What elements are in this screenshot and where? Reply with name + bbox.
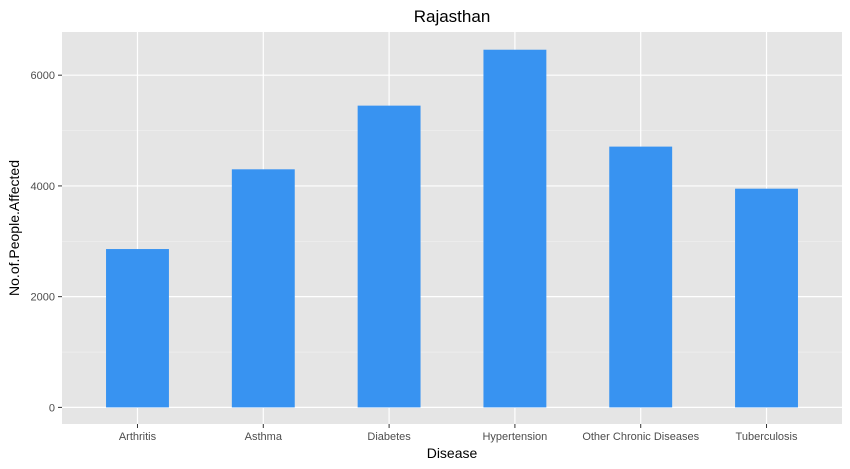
x-tick-label: Hypertension [482,431,547,443]
x-tick-label: Other Chronic Diseases [582,431,699,443]
y-tick-label: 4000 [31,181,55,193]
bar-tuberculosis [735,188,798,408]
plot-panel [62,32,842,424]
bar-other-chronic-diseases [609,146,673,408]
y-tick-label: 2000 [31,292,55,304]
bar-arthritis [106,249,169,408]
bar-hypertension [483,49,547,408]
x-tick-label: Asthma [245,431,283,443]
x-tick-label: Diabetes [367,431,411,443]
bar-asthma [231,169,295,408]
x-tick-label: Tuberculosis [736,431,798,443]
x-axis-title: Disease [427,445,478,461]
y-axis: 0 2000 4000 6000 [31,70,62,414]
bar-diabetes [357,105,421,408]
x-tick-label: Arthritis [119,431,157,443]
bars [106,49,798,408]
y-tick-label: 0 [49,402,55,414]
x-axis: Arthritis Asthma Diabetes Hypertension Other… [119,424,798,443]
chart-title: Rajasthan [414,7,491,26]
y-tick-label: 6000 [31,70,55,82]
y-axis-title: No.of.People.Affected [6,160,22,296]
